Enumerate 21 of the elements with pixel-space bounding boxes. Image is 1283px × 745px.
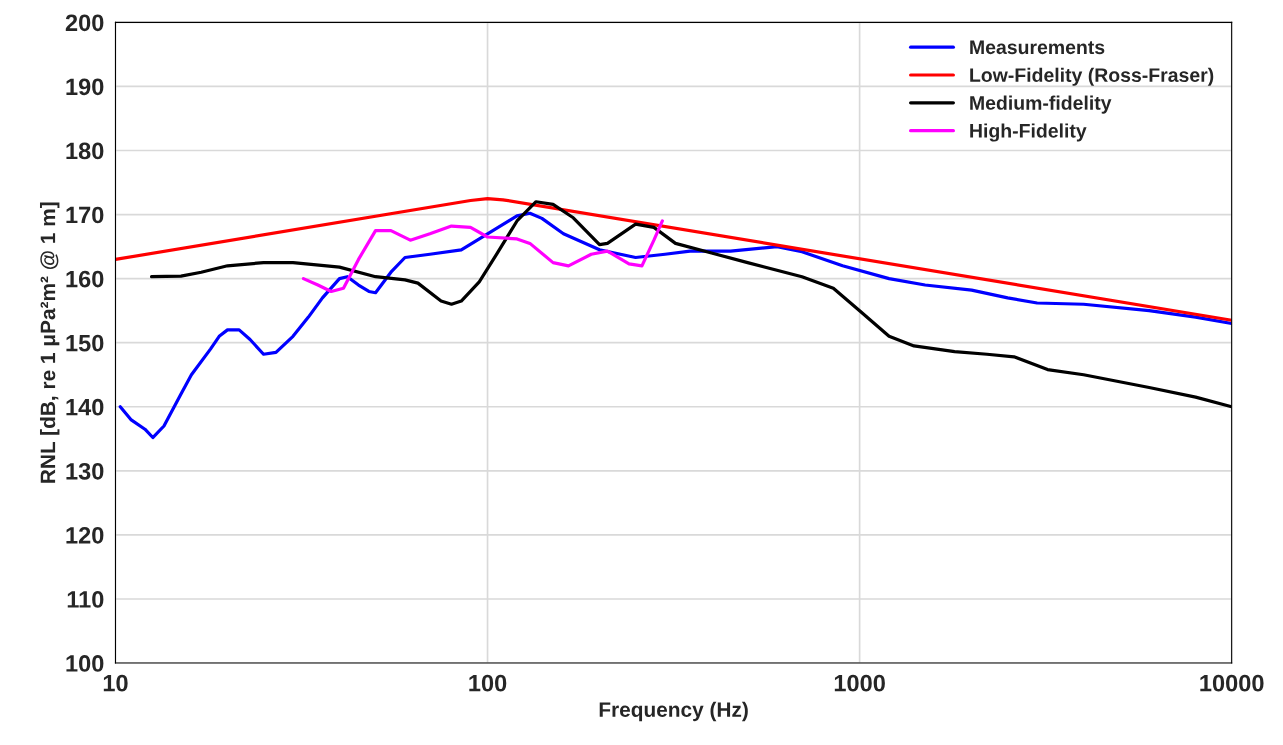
y-tick-label: 170 (66, 206, 104, 224)
y-tick-label: 110 (67, 591, 104, 608)
x-axis-title: Frequency (Hz) (599, 701, 748, 722)
x-tick-label: 10 (103, 674, 128, 692)
y-tick-label: 130 (66, 462, 104, 480)
y-tick-label: 140 (66, 398, 104, 416)
legend-label: Measurements (970, 40, 1105, 55)
y-tick-label: 160 (66, 270, 104, 288)
x-tick-label: 100 (469, 674, 507, 692)
x-tick-label: 1000 (834, 674, 885, 692)
y-tick-label: 120 (66, 526, 104, 544)
x-tick-label: 10000 (1200, 674, 1264, 692)
legend-label: High-Fidelity (970, 123, 1087, 142)
y-tick-label: 100 (66, 655, 104, 672)
y-tick-label: 180 (66, 142, 104, 160)
legend-label: Low-Fidelity (Ross-Fraser) (970, 67, 1214, 86)
y-axis-title: RNL [dB, re 1 μPa²m² @ 1 m] (39, 202, 60, 483)
y-tick-label: 200 (65, 14, 104, 32)
legend-label: Medium-fidelity (970, 95, 1112, 114)
y-tick-label: 190 (66, 78, 104, 96)
y-tick-label: 150 (66, 334, 104, 352)
